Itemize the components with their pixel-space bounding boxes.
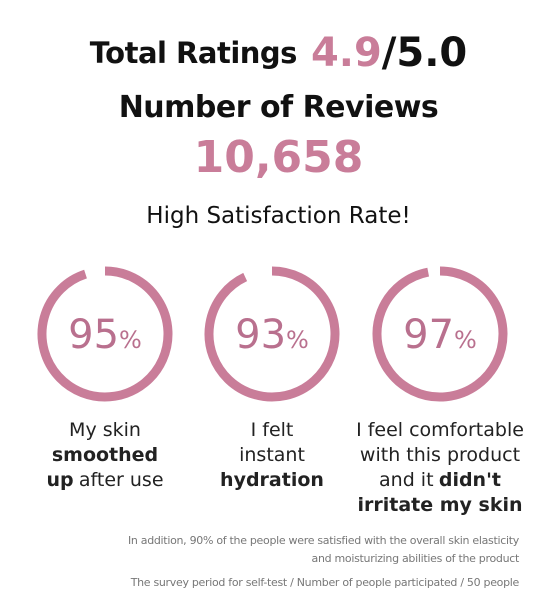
caption-line: instant — [182, 443, 362, 468]
caption-text: I felt — [250, 419, 294, 441]
caption-text: irritate my skin — [357, 494, 523, 516]
caption-line: irritate my skin — [350, 493, 530, 518]
caption-text: My skin — [69, 419, 141, 441]
caption-line: smoothed — [15, 443, 195, 468]
gauge-number: 95 — [68, 312, 120, 358]
satisfaction-title: High Satisfaction Rate! — [146, 203, 411, 229]
caption-text: instant — [239, 444, 305, 466]
caption-text: didn't — [438, 469, 501, 491]
gauge-ring — [372, 266, 508, 402]
reviews-label: Number of Reviews — [118, 90, 439, 125]
gauge-number: 97 — [403, 312, 455, 358]
gauge-caption: My skin smoothed up after use — [15, 418, 195, 493]
gauge-caption: I felt instant hydration — [182, 418, 362, 493]
caption-line: and it didn't — [350, 468, 530, 493]
caption-text: I feel comfortable — [356, 419, 524, 441]
note: and moisturizing abilities of the produc… — [311, 552, 520, 565]
caption-text: up — [46, 469, 74, 491]
caption-line: I felt — [182, 418, 362, 443]
note: In addition, 90% of the people were sati… — [127, 534, 519, 547]
caption-text: smoothed — [51, 444, 159, 466]
caption-line: I feel comfortable — [350, 418, 530, 443]
rating-max: /5.0 — [381, 30, 468, 76]
note: The survey period for self-test / Number… — [130, 576, 520, 589]
caption-line: up after use — [15, 468, 195, 493]
rating: 4.9 — [310, 30, 382, 76]
caption-line: hydration — [182, 468, 362, 493]
gauge-value: 97% — [360, 312, 520, 358]
ratings-row: Total Ratings 4.9/5.0 — [0, 30, 557, 76]
gauge-value: 95% — [25, 312, 185, 358]
gauge-value: 93% — [192, 312, 352, 358]
gauge-caption: I feel comfortable with this product and i… — [350, 418, 530, 518]
caption-text: with this product — [359, 444, 521, 466]
gauge-number: 93 — [235, 312, 287, 358]
gauge-unit: % — [454, 326, 477, 354]
caption-line: with this product — [350, 443, 530, 468]
caption-line: My skin — [15, 418, 195, 443]
gauge-unit: % — [119, 326, 142, 354]
ratings-label: Total Ratings — [89, 36, 298, 70]
caption-text: and it — [379, 469, 434, 491]
caption-text: after use — [78, 469, 164, 491]
gauge-unit: % — [286, 326, 309, 354]
gauge-ring — [37, 266, 173, 402]
reviews-count: 10,658 — [193, 132, 364, 183]
caption-text: hydration — [220, 469, 324, 491]
gauge-ring — [204, 266, 340, 402]
